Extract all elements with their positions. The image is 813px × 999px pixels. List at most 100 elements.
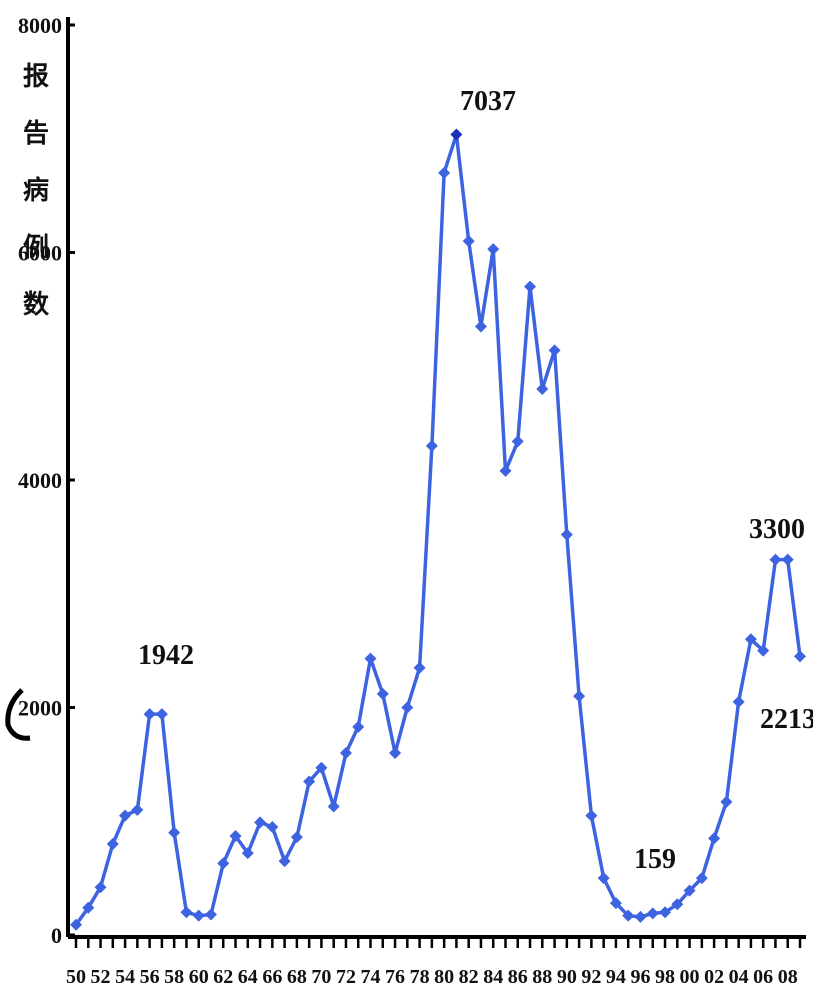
- data-point: [462, 235, 475, 248]
- data-point: [560, 528, 573, 541]
- series-markers: [70, 128, 806, 931]
- data-point: [597, 872, 610, 885]
- x-tick-label: 64: [238, 966, 258, 988]
- x-tick-label: 86: [508, 966, 528, 988]
- data-point: [131, 803, 144, 816]
- data-point: [254, 816, 267, 829]
- data-point: [769, 553, 782, 566]
- data-point: [683, 884, 696, 897]
- data-point: [364, 652, 377, 665]
- value-callout: 159: [634, 844, 676, 875]
- data-point: [499, 464, 512, 477]
- x-tick-label: 78: [410, 966, 430, 988]
- x-tick-label: 98: [655, 966, 675, 988]
- y-tick-label: 4000: [18, 468, 62, 493]
- y-tick-label: 8000: [18, 13, 62, 38]
- x-tick-label: 74: [361, 966, 381, 988]
- data-point: [143, 708, 156, 721]
- x-tick-label: 04: [729, 966, 749, 988]
- y-axis-label-char: 告: [23, 119, 49, 149]
- data-point: [229, 830, 242, 843]
- data-point: [695, 872, 708, 885]
- x-tick-label: 70: [311, 966, 331, 988]
- x-tick-label: 76: [385, 966, 405, 988]
- data-point: [70, 918, 82, 931]
- data-callouts: 1942 7037 159 3300 2213: [138, 86, 813, 875]
- data-point: [266, 820, 279, 833]
- data-point: [376, 687, 389, 700]
- data-point: [339, 747, 352, 759]
- data-point: [180, 906, 193, 919]
- data-point: [278, 855, 291, 868]
- x-tick-label: 06: [753, 966, 773, 988]
- x-tick-label: 82: [459, 966, 479, 988]
- x-tick-label: 72: [336, 966, 356, 988]
- data-point: [524, 280, 537, 293]
- x-tick-label: 02: [704, 966, 724, 988]
- y-axis-label-char: 报: [23, 61, 49, 92]
- data-point: [106, 838, 119, 850]
- data-point: [671, 898, 684, 911]
- data-point: [450, 128, 463, 141]
- crop-artifact-arc: [5, 688, 31, 741]
- x-tick-label: 08: [778, 966, 798, 988]
- data-point: [708, 832, 721, 845]
- x-tick-label: 84: [483, 966, 503, 988]
- value-callout: 7037: [460, 86, 516, 117]
- value-callout: 3300: [749, 514, 805, 545]
- data-point: [192, 909, 205, 922]
- y-axis-label-char: 病: [23, 176, 49, 206]
- data-point: [119, 809, 132, 822]
- value-callout: 1942: [138, 640, 194, 671]
- x-tick-label: 66: [262, 966, 282, 988]
- data-point: [352, 720, 365, 733]
- series-line-group: [74, 132, 802, 926]
- data-point: [634, 910, 647, 923]
- data-point: [609, 897, 622, 910]
- x-tick-label: 56: [140, 966, 160, 988]
- x-tick-label: 54: [115, 966, 135, 988]
- y-tick-label: 6000: [18, 241, 62, 266]
- y-tick-label: 0: [51, 923, 62, 948]
- data-point: [413, 661, 426, 674]
- value-callout: 2213: [760, 704, 813, 735]
- data-point: [794, 650, 806, 663]
- y-tick-label: 2000: [18, 696, 62, 721]
- data-point: [487, 243, 500, 256]
- series-line: [74, 132, 802, 926]
- data-point: [757, 644, 770, 657]
- data-point: [438, 166, 451, 179]
- data-point: [511, 435, 524, 448]
- data-point: [573, 690, 586, 703]
- data-point: [659, 906, 672, 919]
- y-axis-label-char: 数: [23, 290, 50, 320]
- data-point: [474, 320, 487, 333]
- x-tick-label: 60: [189, 966, 209, 988]
- data-point: [94, 881, 107, 894]
- x-tick-label: 92: [581, 966, 601, 988]
- data-point: [303, 775, 316, 788]
- data-point: [241, 847, 254, 860]
- data-point: [720, 795, 733, 808]
- data-point: [327, 800, 340, 813]
- data-point: [425, 439, 438, 452]
- x-tick-label: 96: [630, 966, 650, 988]
- data-point: [401, 701, 414, 714]
- x-tick-label: 52: [91, 966, 111, 988]
- y-axis-label-char: 例: [23, 233, 49, 263]
- data-point: [204, 908, 217, 921]
- x-tick-label: 68: [287, 966, 307, 988]
- data-point: [536, 383, 549, 395]
- data-point: [82, 901, 95, 914]
- x-tick-label: 80: [434, 966, 454, 988]
- data-point: [548, 344, 561, 357]
- data-point: [585, 809, 598, 822]
- data-point: [290, 831, 303, 844]
- x-tick-label: 58: [164, 966, 184, 988]
- data-point: [155, 708, 168, 721]
- data-point: [315, 761, 328, 774]
- data-point: [646, 907, 659, 920]
- data-point: [622, 909, 635, 922]
